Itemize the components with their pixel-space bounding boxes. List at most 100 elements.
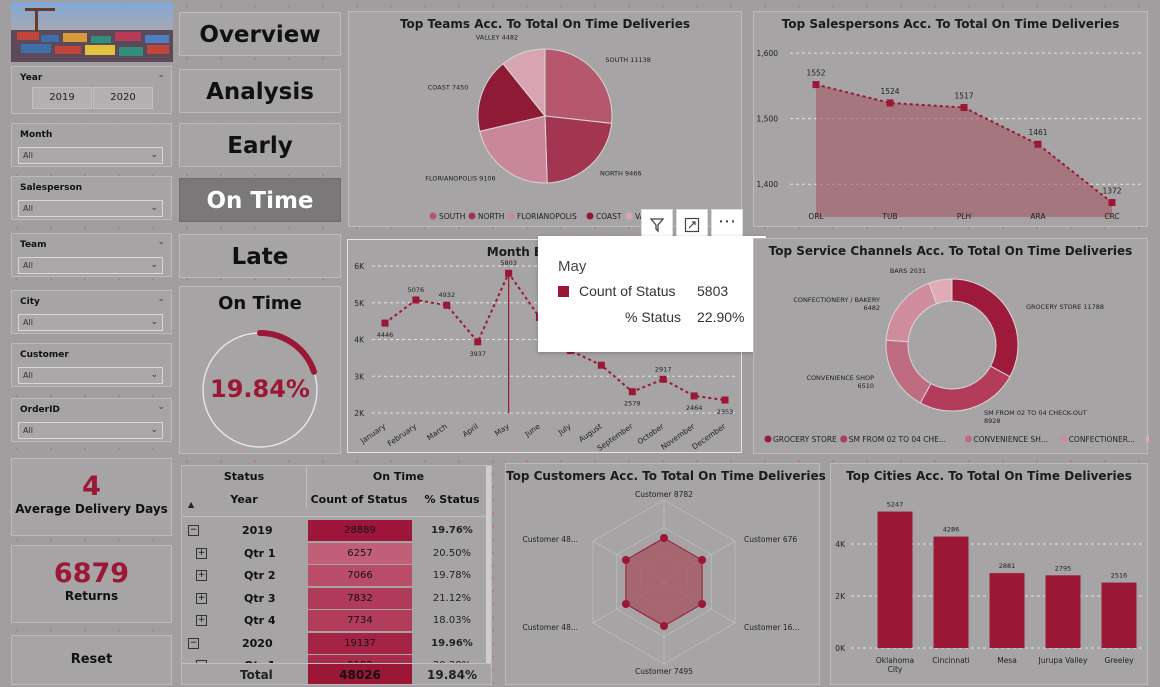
expand-icon[interactable]: + bbox=[196, 615, 207, 626]
nav-on-time-button[interactable]: On Time bbox=[179, 178, 341, 222]
bar-data-label: 5247 bbox=[887, 501, 904, 509]
chevron-down-icon: ⌄ bbox=[150, 203, 158, 213]
chevron-down-icon[interactable]: ⌄ bbox=[157, 402, 165, 412]
legend-label-sm-from-02-to-04-che: SM FROM 02 TO 04 CHE... bbox=[849, 435, 946, 444]
nav-early-button[interactable]: Early bbox=[179, 123, 341, 167]
line-point-february bbox=[412, 296, 420, 304]
visual-header-toolbar: ⋯ bbox=[641, 209, 746, 239]
area-data-label: 1524 bbox=[880, 87, 899, 96]
area-fill bbox=[816, 84, 1112, 217]
line-y-tick: 5K bbox=[354, 299, 365, 308]
team-dropdown[interactable]: All ⌄ bbox=[18, 257, 163, 274]
line-point-november bbox=[690, 392, 698, 400]
year-option-2020[interactable]: 2020 bbox=[93, 87, 153, 109]
row-count-cell: 19137 bbox=[308, 632, 412, 654]
bar-oklahoma-city bbox=[877, 511, 913, 648]
collapse-icon[interactable]: − bbox=[188, 525, 199, 536]
nav-overview-button[interactable]: Overview bbox=[179, 12, 341, 56]
customer-dropdown[interactable]: All ⌄ bbox=[18, 367, 163, 384]
legend-marker-north bbox=[468, 212, 476, 220]
header-divider bbox=[306, 466, 307, 508]
row-pct-cell: 19.76% bbox=[431, 525, 473, 536]
year-option-2019[interactable]: 2019 bbox=[32, 87, 92, 109]
radar-axis-label: Customer 16... bbox=[744, 623, 800, 632]
bar-y-tick: 4K bbox=[835, 540, 846, 549]
radar-point-customer-16-2 bbox=[698, 600, 707, 608]
line-x-tick: December bbox=[690, 421, 728, 451]
line-data-label: 3937 bbox=[469, 350, 486, 358]
row-pct-cell: 20.50% bbox=[432, 547, 472, 559]
filter-icon[interactable] bbox=[641, 209, 673, 239]
line-x-tick: March bbox=[425, 422, 449, 443]
chevron-down-icon[interactable]: ⌄ bbox=[157, 294, 165, 304]
area-data-label: 1552 bbox=[806, 69, 825, 78]
chevron-down-icon[interactable]: ⌄ bbox=[157, 70, 165, 80]
gauge-value-arc bbox=[257, 330, 318, 375]
month-dropdown[interactable]: All ⌄ bbox=[18, 147, 163, 164]
line-point-october bbox=[659, 375, 667, 383]
salesperson-dropdown[interactable]: All ⌄ bbox=[18, 200, 163, 217]
tooltip-pct-label: % Status bbox=[625, 309, 682, 325]
bar-x-tick: City bbox=[888, 665, 903, 674]
gauge-panel: On Time 19.84% bbox=[179, 286, 341, 454]
donut-data-label: SM FROM 02 TO 04 CHECK-OUT bbox=[984, 409, 1087, 417]
line-point-september bbox=[628, 388, 636, 396]
bar-x-tick: Jurupa Valley bbox=[1038, 656, 1088, 665]
avg-delivery-caption: Average Delivery Days bbox=[15, 502, 168, 516]
radar-point-customer-48-4 bbox=[621, 600, 630, 608]
line-point-april bbox=[474, 338, 482, 346]
donut-data-value: 6482 bbox=[863, 304, 880, 312]
donut-data-label: CONVENIENCE SHOP bbox=[806, 374, 874, 382]
table-total-row: Total 48026 19.84% bbox=[182, 663, 491, 684]
line-data-label: 4932 bbox=[439, 291, 456, 299]
nav-late-button[interactable]: Late bbox=[179, 234, 341, 278]
focus-mode-icon[interactable] bbox=[676, 209, 708, 239]
salesperson-slicer: Salesperson All ⌄ bbox=[11, 176, 172, 220]
area-point-crc bbox=[1108, 199, 1116, 207]
collapse-icon[interactable]: − bbox=[188, 637, 199, 649]
legend-label-grocery-store: GROCERY STORE bbox=[773, 435, 837, 444]
radar-axis-label: Customer 48... bbox=[522, 535, 578, 544]
row-count-cell: 7066 bbox=[308, 565, 412, 586]
customers-radar-title: Top Customers Acc. To Total On Time Deli… bbox=[506, 469, 826, 483]
donut-data-value: 8928 bbox=[984, 417, 1001, 425]
line-data-label: 2917 bbox=[655, 365, 672, 373]
radar-area bbox=[625, 537, 703, 627]
line-y-tick: 2K bbox=[354, 409, 365, 418]
city-dropdown[interactable]: All ⌄ bbox=[18, 314, 163, 331]
orderid-dropdown[interactable]: All ⌄ bbox=[18, 422, 163, 439]
row-pct-cell: 21.12% bbox=[432, 592, 472, 604]
line-point-december bbox=[721, 396, 729, 404]
expand-icon[interactable]: + bbox=[196, 592, 207, 604]
donut-slice-convenience-shop bbox=[885, 339, 932, 404]
legend-label-confectioner: CONFECTIONER... bbox=[1069, 435, 1135, 444]
legend-marker-bars bbox=[1145, 435, 1149, 443]
legend-marker-grocery-store bbox=[764, 435, 772, 443]
reset-button[interactable]: Reset bbox=[11, 635, 172, 685]
nav-analysis-button[interactable]: Analysis bbox=[179, 69, 341, 113]
pie-data-label: VALLEY 4482 bbox=[476, 34, 518, 42]
expand-icon[interactable]: + bbox=[196, 570, 207, 581]
row-label: Qtr 1 bbox=[244, 546, 276, 560]
area-x-tick: TUB bbox=[881, 212, 897, 221]
row-pct-cell: 18.03% bbox=[432, 615, 472, 626]
bar-data-label: 2881 bbox=[999, 562, 1016, 570]
chevron-down-icon[interactable]: ⌄ bbox=[157, 237, 165, 247]
sort-arrow-icon[interactable]: ▲ bbox=[188, 500, 195, 509]
line-x-tick: February bbox=[386, 421, 419, 448]
tooltip-title: May bbox=[558, 258, 587, 275]
salespersons-panel: Top Salespersons Acc. To Total On Time D… bbox=[753, 11, 1148, 227]
pie-data-label: NORTH 9466 bbox=[600, 169, 642, 177]
expand-icon[interactable]: + bbox=[196, 547, 207, 559]
bar-x-tick: Cincinnati bbox=[932, 656, 969, 665]
area-point-orl bbox=[812, 81, 820, 89]
line-data-label: 4446 bbox=[377, 331, 394, 339]
year-slicer-label: Year bbox=[20, 73, 43, 83]
more-options-icon[interactable]: ⋯ bbox=[711, 209, 743, 239]
table-scrollbar[interactable] bbox=[486, 466, 491, 684]
radar-axis-label: Customer 676 bbox=[744, 535, 797, 544]
tooltip-pct-value: 22.90% bbox=[697, 309, 745, 325]
service-channels-donut-chart: GROCERY STORE 11788 SM FROM 02 TO 04 CHEC… bbox=[764, 267, 1149, 444]
line-x-tick: August bbox=[577, 422, 604, 444]
